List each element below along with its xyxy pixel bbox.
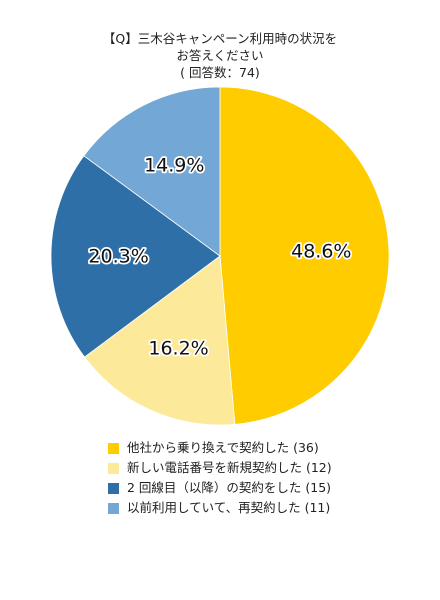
legend-label: 以前利用していて、再契約した (11)	[127, 500, 331, 515]
pie-slice	[83, 86, 221, 257]
legend-item: 2 回線目（以降）の契約をした (15)	[108, 478, 332, 498]
chart-title: 【Q】三木谷キャンペーン利用時の状況を お答えください ( 回答数：74)	[0, 30, 440, 81]
slice-value-label: 48.6%	[291, 241, 351, 263]
legend-swatch	[108, 462, 119, 474]
legend-swatch	[108, 482, 119, 494]
chart-title-line-3: ( 回答数：74)	[180, 65, 260, 80]
legend: 他社から乗り換えで契約した (36) 新しい電話番号を新規契約した (12) 2…	[108, 438, 332, 518]
legend-item: 他社から乗り換えで契約した (36)	[108, 438, 332, 458]
pie-slice	[219, 86, 390, 425]
pie-slice	[83, 255, 236, 426]
legend-label: 他社から乗り換えで契約した (36)	[127, 440, 319, 455]
legend-label: 2 回線目（以降）の契約をした (15)	[127, 480, 332, 495]
legend-item: 新しい電話番号を新規契約した (12)	[108, 458, 332, 478]
chart-title-line-2: お答えください	[176, 48, 264, 63]
legend-swatch	[108, 442, 119, 454]
legend-swatch	[108, 502, 119, 514]
pie-slice	[50, 155, 221, 358]
legend-label: 新しい電話番号を新規契約した (12)	[127, 460, 332, 475]
slice-value-label: 20.3%	[88, 245, 148, 267]
legend-item: 以前利用していて、再契約した (11)	[108, 498, 332, 518]
chart-title-line-1: 【Q】三木谷キャンペーン利用時の状況を	[102, 31, 338, 46]
slice-value-label: 16.2%	[148, 338, 208, 360]
slice-value-label: 14.9%	[144, 155, 204, 177]
